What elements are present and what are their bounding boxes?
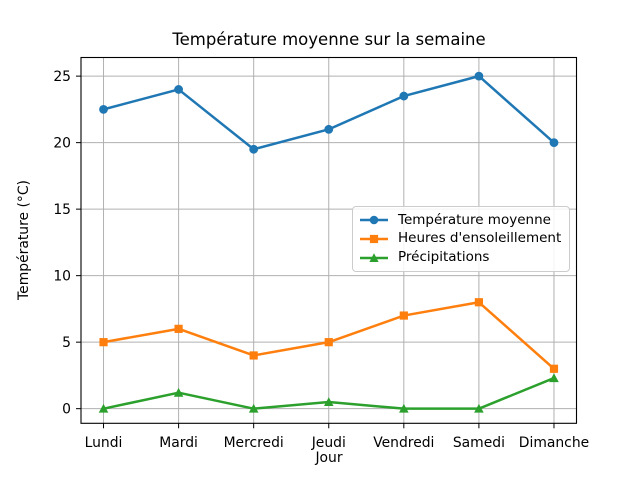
legend-label: Précipitations (398, 248, 490, 265)
data-point-triangle (323, 397, 334, 407)
data-point-circle (174, 85, 183, 94)
data-point-square (399, 311, 408, 320)
chart-title: Température moyenne sur la semaine (172, 30, 486, 49)
line-circle-marker-icon (360, 216, 388, 225)
data-point-square (174, 324, 183, 333)
data-point-square (249, 351, 258, 360)
triangle-marker-icon (369, 252, 379, 262)
square-marker-icon (369, 234, 379, 244)
data-point-circle (99, 104, 108, 114)
legend-label: Température moyenne (398, 211, 551, 228)
legend-label: Heures d'ensoleillement (398, 230, 562, 247)
y-tick-label: 5 (62, 335, 71, 351)
data-point-circle (474, 71, 484, 81)
y-tick-label: 20 (53, 136, 71, 152)
y-tick-label: 25 (53, 69, 71, 85)
data-point-square (99, 338, 108, 347)
data-point-circle (324, 124, 334, 134)
data-point-triangle (173, 387, 184, 397)
line-square-marker-icon (360, 234, 388, 244)
data-point-triangle (98, 403, 109, 413)
data-point-square (474, 298, 484, 307)
x-axis-label: Jour (315, 450, 343, 466)
y-tick-label: 15 (53, 202, 71, 218)
data-point-triangle (248, 403, 259, 413)
x-tick-label: Mardi (159, 435, 198, 451)
y-axis-label-text: Température (°C) (16, 180, 33, 300)
legend-item-ensoleillement: Heures d'ensoleillement (359, 230, 563, 249)
circle-marker-icon (369, 216, 379, 225)
data-point-square (549, 364, 559, 373)
data-point-triangle (474, 403, 484, 413)
data-point-circle (549, 138, 559, 148)
x-tick-label: Dimanche (519, 435, 589, 451)
data-point-triangle (549, 373, 559, 383)
data-point-triangle (399, 403, 409, 413)
y-tick-label: 0 (62, 402, 71, 418)
x-tick-label: Mercredi (224, 435, 284, 451)
data-point-circle (399, 91, 409, 101)
legend-item-temperature: Température moyenne (359, 211, 563, 230)
data-point-square (324, 338, 333, 347)
y-tick-label: 10 (53, 269, 71, 285)
x-tick-label: Vendredi (373, 435, 434, 451)
legend-item-precipitations: Précipitations (359, 248, 563, 267)
x-tick-label: Samedi (453, 435, 505, 451)
x-tick-label: Jeudi (311, 435, 346, 451)
data-point-circle (249, 144, 259, 154)
legend: Température moyenne Heures d'ensoleillem… (352, 206, 570, 272)
x-tick-label: Lundi (85, 435, 123, 451)
line-triangle-marker-icon (360, 252, 388, 262)
